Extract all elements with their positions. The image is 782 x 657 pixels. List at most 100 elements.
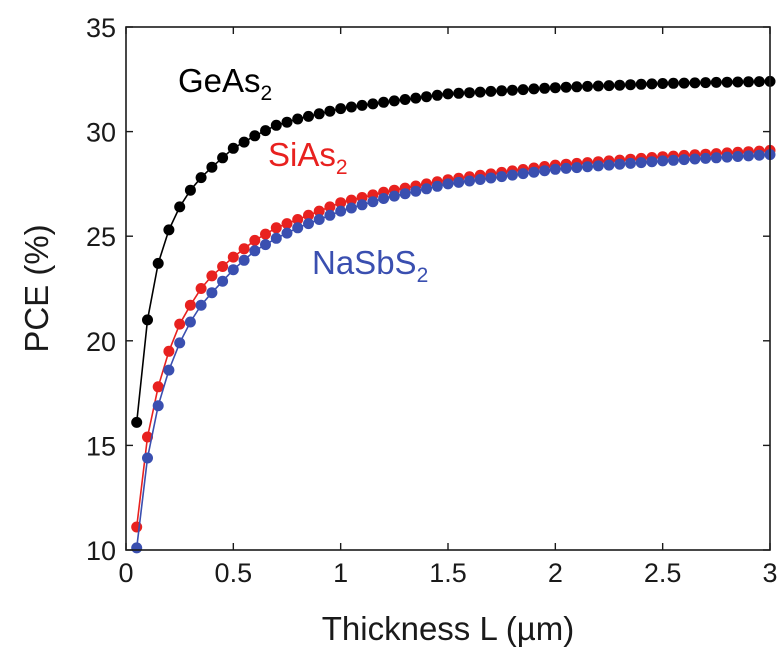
data-point — [206, 270, 218, 282]
data-point — [174, 318, 186, 330]
data-point — [528, 83, 540, 95]
x-tick-label: 1 — [333, 558, 348, 588]
series-geas2 — [131, 75, 776, 428]
data-point — [174, 201, 186, 213]
series-label-subscript: 2 — [261, 82, 273, 105]
data-point — [142, 431, 153, 443]
series-label-nasbs2: NaSbS2 — [312, 244, 428, 287]
data-point — [721, 151, 733, 163]
data-point — [281, 218, 293, 230]
data-point — [625, 79, 636, 91]
data-point — [270, 222, 282, 234]
data-point — [743, 150, 754, 162]
y-axis-title: PCE (%) — [18, 224, 55, 352]
data-point — [421, 91, 432, 103]
data-point — [571, 162, 583, 174]
data-point — [345, 194, 357, 206]
data-point — [431, 180, 443, 192]
y-tick-label: 35 — [86, 13, 116, 43]
data-point — [324, 201, 336, 213]
data-point — [474, 86, 486, 98]
data-point — [700, 77, 712, 89]
data-point — [635, 78, 647, 90]
data-point — [474, 174, 486, 185]
x-tick-label: 0 — [118, 558, 133, 588]
series-label-sias2: SiAs2 — [268, 136, 348, 179]
data-point — [249, 245, 261, 257]
data-point — [345, 202, 357, 214]
x-tick-label: 0.5 — [215, 558, 253, 588]
data-point — [206, 161, 218, 173]
data-point — [721, 76, 733, 88]
x-axis-title: Thickness L (µm) — [322, 610, 575, 647]
data-point — [184, 184, 196, 196]
y-tick-label: 20 — [86, 327, 116, 357]
data-point — [152, 400, 164, 412]
data-point — [378, 193, 390, 204]
data-point — [206, 287, 218, 299]
data-point — [657, 155, 669, 167]
data-point — [260, 239, 271, 251]
series-nasbs2 — [131, 149, 776, 554]
axes-layer — [125, 26, 771, 551]
series-sias2 — [131, 144, 776, 533]
data-point — [560, 81, 572, 93]
data-point — [270, 119, 282, 131]
data-point — [464, 87, 475, 99]
ticks-layer: 0 0.5 1 1.5 2 2.5 3 10 15 20 25 30 35 — [86, 13, 778, 588]
data-point — [635, 157, 647, 169]
data-point — [743, 76, 754, 88]
data-point — [281, 116, 293, 128]
data-point — [163, 364, 175, 376]
series-line — [135, 149, 771, 528]
data-point — [227, 142, 239, 154]
y-tick-label: 30 — [86, 118, 116, 148]
data-point — [260, 228, 271, 240]
data-point — [238, 243, 250, 255]
x-tick-label: 2 — [548, 558, 563, 588]
data-point — [184, 299, 196, 311]
data-point — [131, 542, 143, 554]
data-point — [313, 214, 325, 225]
data-point — [753, 76, 765, 88]
data-point — [292, 222, 304, 234]
data-point — [217, 152, 229, 164]
data-point — [539, 82, 551, 94]
data-point — [238, 136, 250, 148]
data-point — [356, 99, 368, 111]
data-point — [549, 163, 561, 175]
data-point — [367, 196, 379, 208]
data-point — [217, 261, 229, 272]
data-point — [131, 416, 143, 428]
data-point — [678, 77, 690, 89]
data-point — [753, 149, 765, 161]
data-point — [152, 257, 164, 269]
data-point — [345, 101, 357, 113]
data-point — [388, 190, 400, 202]
data-point — [485, 85, 497, 97]
data-point — [217, 275, 229, 287]
data-point — [689, 153, 701, 165]
data-point — [227, 251, 239, 263]
data-point — [399, 94, 411, 105]
data-point — [270, 232, 282, 244]
data-point — [442, 88, 454, 100]
data-point — [324, 209, 336, 221]
x-tick-label: 1.5 — [429, 558, 467, 588]
series-label-subscript: 2 — [336, 156, 348, 179]
x-tick-label: 2.5 — [644, 558, 682, 588]
data-point — [195, 299, 207, 311]
data-point — [260, 125, 271, 137]
data-point — [367, 98, 379, 110]
data-point — [539, 165, 551, 177]
data-point — [678, 154, 690, 166]
data-point — [603, 80, 615, 92]
x-tick-label: 3 — [762, 558, 777, 588]
data-point — [732, 151, 744, 162]
data-point — [163, 224, 175, 236]
y-tick-label: 15 — [86, 431, 116, 461]
data-point — [517, 168, 529, 180]
data-point — [571, 81, 583, 93]
data-point — [142, 314, 153, 326]
